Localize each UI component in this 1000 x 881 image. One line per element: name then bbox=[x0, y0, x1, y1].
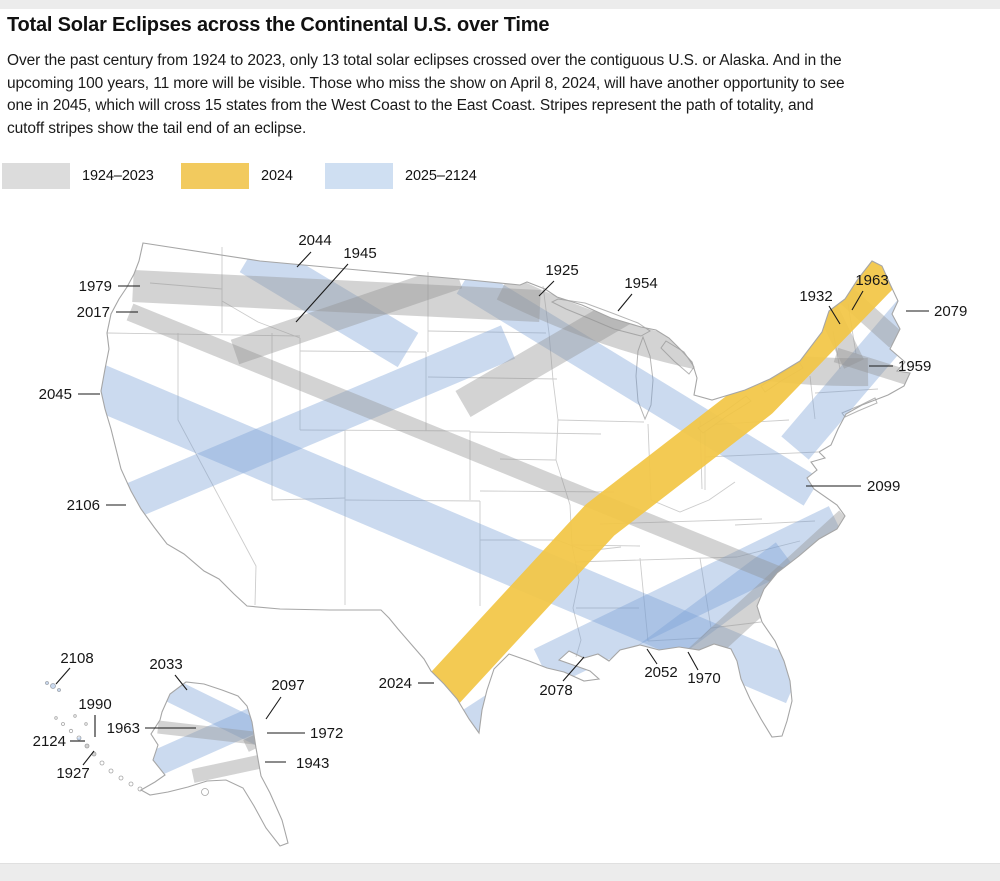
eclipse-path-alaska-1990 bbox=[78, 735, 106, 751]
year-label-1943: 1943 bbox=[296, 755, 329, 772]
year-label-2044: 2044 bbox=[298, 232, 331, 249]
legend: 1924–2023 2024 2025–2124 bbox=[0, 163, 1000, 190]
leader-line-2097 bbox=[265, 696, 282, 720]
leader-line-1954 bbox=[617, 293, 633, 312]
year-label-1927: 1927 bbox=[56, 765, 89, 782]
legend-item-2: 2024 bbox=[181, 163, 293, 189]
legend-swatch bbox=[181, 163, 249, 189]
bottom-divider-bar bbox=[0, 863, 1000, 881]
leader-line-2052 bbox=[646, 648, 658, 665]
eclipse-path-alaska-2108 bbox=[45, 681, 68, 698]
alaska-coastline bbox=[139, 681, 289, 847]
eclipse-path-alaska-1927 bbox=[82, 746, 108, 762]
leader-line-1925 bbox=[538, 280, 555, 297]
legend-item-3: 2025–2124 bbox=[325, 163, 477, 189]
year-label-1970: 1970 bbox=[687, 670, 720, 687]
conus-coastline bbox=[100, 242, 911, 738]
leader-line-1945 bbox=[295, 263, 349, 323]
year-label-1963: 1963 bbox=[855, 272, 888, 289]
legend-label: 1924–2023 bbox=[82, 168, 154, 184]
leader-line-2078 bbox=[562, 656, 585, 682]
leader-line-1970 bbox=[687, 651, 699, 671]
leader-line-2044 bbox=[296, 251, 312, 268]
alaska-landmass bbox=[141, 682, 288, 846]
leader-line-1927 bbox=[82, 750, 95, 766]
year-label-2124: 2124 bbox=[33, 733, 66, 750]
year-label-2097: 2097 bbox=[271, 677, 304, 694]
eclipse-path-2099 bbox=[456, 266, 821, 506]
year-label-2033: 2033 bbox=[149, 656, 182, 673]
year-label-2052: 2052 bbox=[644, 664, 677, 681]
eclipse-path-1945 bbox=[230, 263, 463, 365]
legend-item-1: 1924–2023 bbox=[2, 163, 154, 189]
year-label-1990: 1990 bbox=[78, 696, 111, 713]
eclipse-path-2078 bbox=[533, 506, 848, 687]
eclipse-path-2106 bbox=[103, 325, 515, 527]
year-label-1945: 1945 bbox=[343, 245, 376, 262]
year-label-1963: 1963 bbox=[107, 720, 140, 737]
year-label-2024: 2024 bbox=[379, 675, 412, 692]
eclipse-path-2044 bbox=[239, 243, 419, 368]
legend-swatch bbox=[2, 163, 70, 189]
legend-label: 2025–2124 bbox=[405, 168, 477, 184]
description: Over the past century from 1924 to 2023,… bbox=[7, 50, 997, 140]
year-label-2099: 2099 bbox=[867, 478, 900, 495]
leader-line-2033 bbox=[174, 674, 188, 691]
conus-landmass bbox=[101, 243, 910, 737]
year-label-2078: 2078 bbox=[539, 682, 572, 699]
year-label-1979: 1979 bbox=[79, 278, 112, 295]
year-label-2106: 2106 bbox=[67, 497, 100, 514]
year-label-2045: 2045 bbox=[39, 386, 72, 403]
eclipse-path-2017 bbox=[126, 303, 794, 589]
leader-line-2108 bbox=[55, 667, 71, 685]
leader-line-1963 bbox=[851, 290, 864, 311]
legend-label: 2024 bbox=[261, 168, 293, 184]
year-label-1972: 1972 bbox=[310, 725, 343, 742]
year-label-2108: 2108 bbox=[60, 650, 93, 667]
year-label-2017: 2017 bbox=[77, 304, 110, 321]
legend-swatch bbox=[325, 163, 393, 189]
year-label-1959: 1959 bbox=[898, 358, 931, 375]
state-borders bbox=[106, 247, 879, 658]
description-line-1: Over the past century from 1924 to 2023,… bbox=[7, 52, 842, 69]
top-divider-bar bbox=[0, 0, 1000, 9]
year-label-1932: 1932 bbox=[799, 288, 832, 305]
page-title: Total Solar Eclipses across the Continen… bbox=[7, 14, 550, 36]
description-line-4: cutoff stripes show the tail end of an e… bbox=[7, 119, 307, 137]
eclipse-path-1979 bbox=[132, 270, 541, 322]
leader-line-1932 bbox=[828, 305, 841, 325]
year-labels: 1979 2017 2045 2106 2044 1945 1925 1954 1932 1963… bbox=[33, 232, 968, 782]
year-label-1954: 1954 bbox=[624, 275, 657, 292]
description-line-2: upcoming 100 years, 11 more will be visi… bbox=[7, 74, 845, 92]
alaska-islands bbox=[45, 681, 209, 796]
description-line-3: one in 2045, which will cross 15 states … bbox=[7, 97, 814, 114]
year-label-1925: 1925 bbox=[545, 262, 578, 279]
eclipse-path-2045 bbox=[101, 364, 804, 704]
year-label-2079: 2079 bbox=[934, 303, 967, 320]
